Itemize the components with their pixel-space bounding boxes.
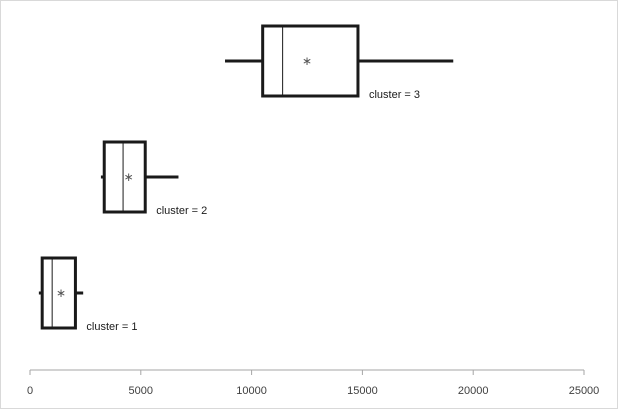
x-tick-label: 0: [27, 385, 33, 397]
x-axis: 0 5000 10000 15000 20000 25000: [27, 369, 600, 397]
mean-marker: ∗: [302, 54, 312, 68]
cluster-label: cluster = 2: [156, 205, 207, 217]
cluster-label: cluster = 3: [369, 89, 420, 101]
x-tick-label: 20000: [458, 385, 489, 397]
box-plot-cluster-3: ∗ cluster = 3: [225, 24, 454, 101]
box-plots: ∗ cluster = 1 ∗ cluster = 2 ∗ cluster = 3: [38, 24, 454, 333]
box-plot-cluster-1: ∗ cluster = 1: [38, 256, 137, 333]
cluster-label: cluster = 1: [86, 321, 137, 333]
box: [40, 256, 77, 330]
box-plot-cluster-2: ∗ cluster = 2: [100, 140, 207, 217]
x-tick-label: 10000: [236, 385, 267, 397]
box: [261, 24, 360, 98]
x-tick-label: 5000: [129, 385, 153, 397]
box: [102, 140, 147, 214]
x-tick-label: 15000: [347, 385, 378, 397]
x-tick-label: 25000: [569, 385, 600, 397]
mean-marker: ∗: [56, 286, 66, 300]
mean-marker: ∗: [124, 170, 134, 184]
